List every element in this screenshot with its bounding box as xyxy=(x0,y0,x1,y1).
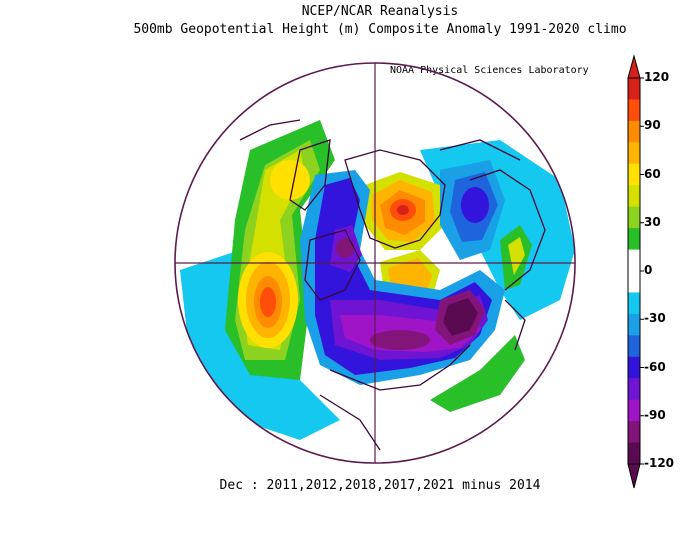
colorbar-segment xyxy=(628,78,640,100)
colorbar-segment xyxy=(628,163,640,186)
colorbar-segment xyxy=(628,206,640,229)
colorbar-segment xyxy=(628,99,640,122)
colorbar-label: 60 xyxy=(644,166,661,181)
colorbar-segment xyxy=(628,185,640,208)
colorbar-label: -60 xyxy=(644,359,666,374)
colorbar-segment xyxy=(628,292,640,315)
colorbar-segment xyxy=(628,228,640,251)
colorbar-segment xyxy=(628,378,640,401)
colorbar-segment xyxy=(628,313,640,336)
colorbar-bottom-arrow xyxy=(627,463,641,489)
colorbar-segment xyxy=(628,271,640,293)
colorbar-segment xyxy=(628,442,640,465)
colorbar-top-arrow xyxy=(627,54,641,79)
colorbar-segment xyxy=(628,120,640,143)
colorbar-label: 120 xyxy=(644,70,670,84)
colorbar-segment xyxy=(628,249,640,272)
colorbar-label: -30 xyxy=(644,311,666,326)
colorbar-label: -90 xyxy=(644,407,666,422)
anomaly-fill-layer xyxy=(180,120,575,440)
atlantic-positive-band xyxy=(430,335,525,412)
colorbar-label: -120 xyxy=(644,456,675,470)
colorbar-segment xyxy=(628,421,640,444)
colorbar-label: 90 xyxy=(644,118,661,133)
credit-label: NOAA Physical Sciences Laboratory xyxy=(390,65,589,76)
map-title: NCEP/NCAR Reanalysis xyxy=(301,4,459,19)
colorbar-segment xyxy=(628,142,640,165)
map-subtitle: 500mb Geopotential Height (m) Composite … xyxy=(133,22,627,37)
pacific-ridge xyxy=(225,120,335,380)
siberian-trough xyxy=(440,160,505,260)
composite-caption: Dec : 2011,2012,2018,2017,2021 minus 201… xyxy=(219,478,541,493)
grid-lines xyxy=(175,63,575,463)
colorbar-label: 0 xyxy=(644,263,653,277)
colorbar-segment xyxy=(628,399,640,422)
colorbar-label: 30 xyxy=(644,214,661,229)
colorbar-segment xyxy=(628,335,640,358)
coastlines xyxy=(239,119,546,451)
colorbar-segment xyxy=(628,356,640,379)
globe-outline xyxy=(174,62,576,464)
arctic-ridge xyxy=(365,172,445,318)
atlantic-ridge-core xyxy=(508,237,525,275)
